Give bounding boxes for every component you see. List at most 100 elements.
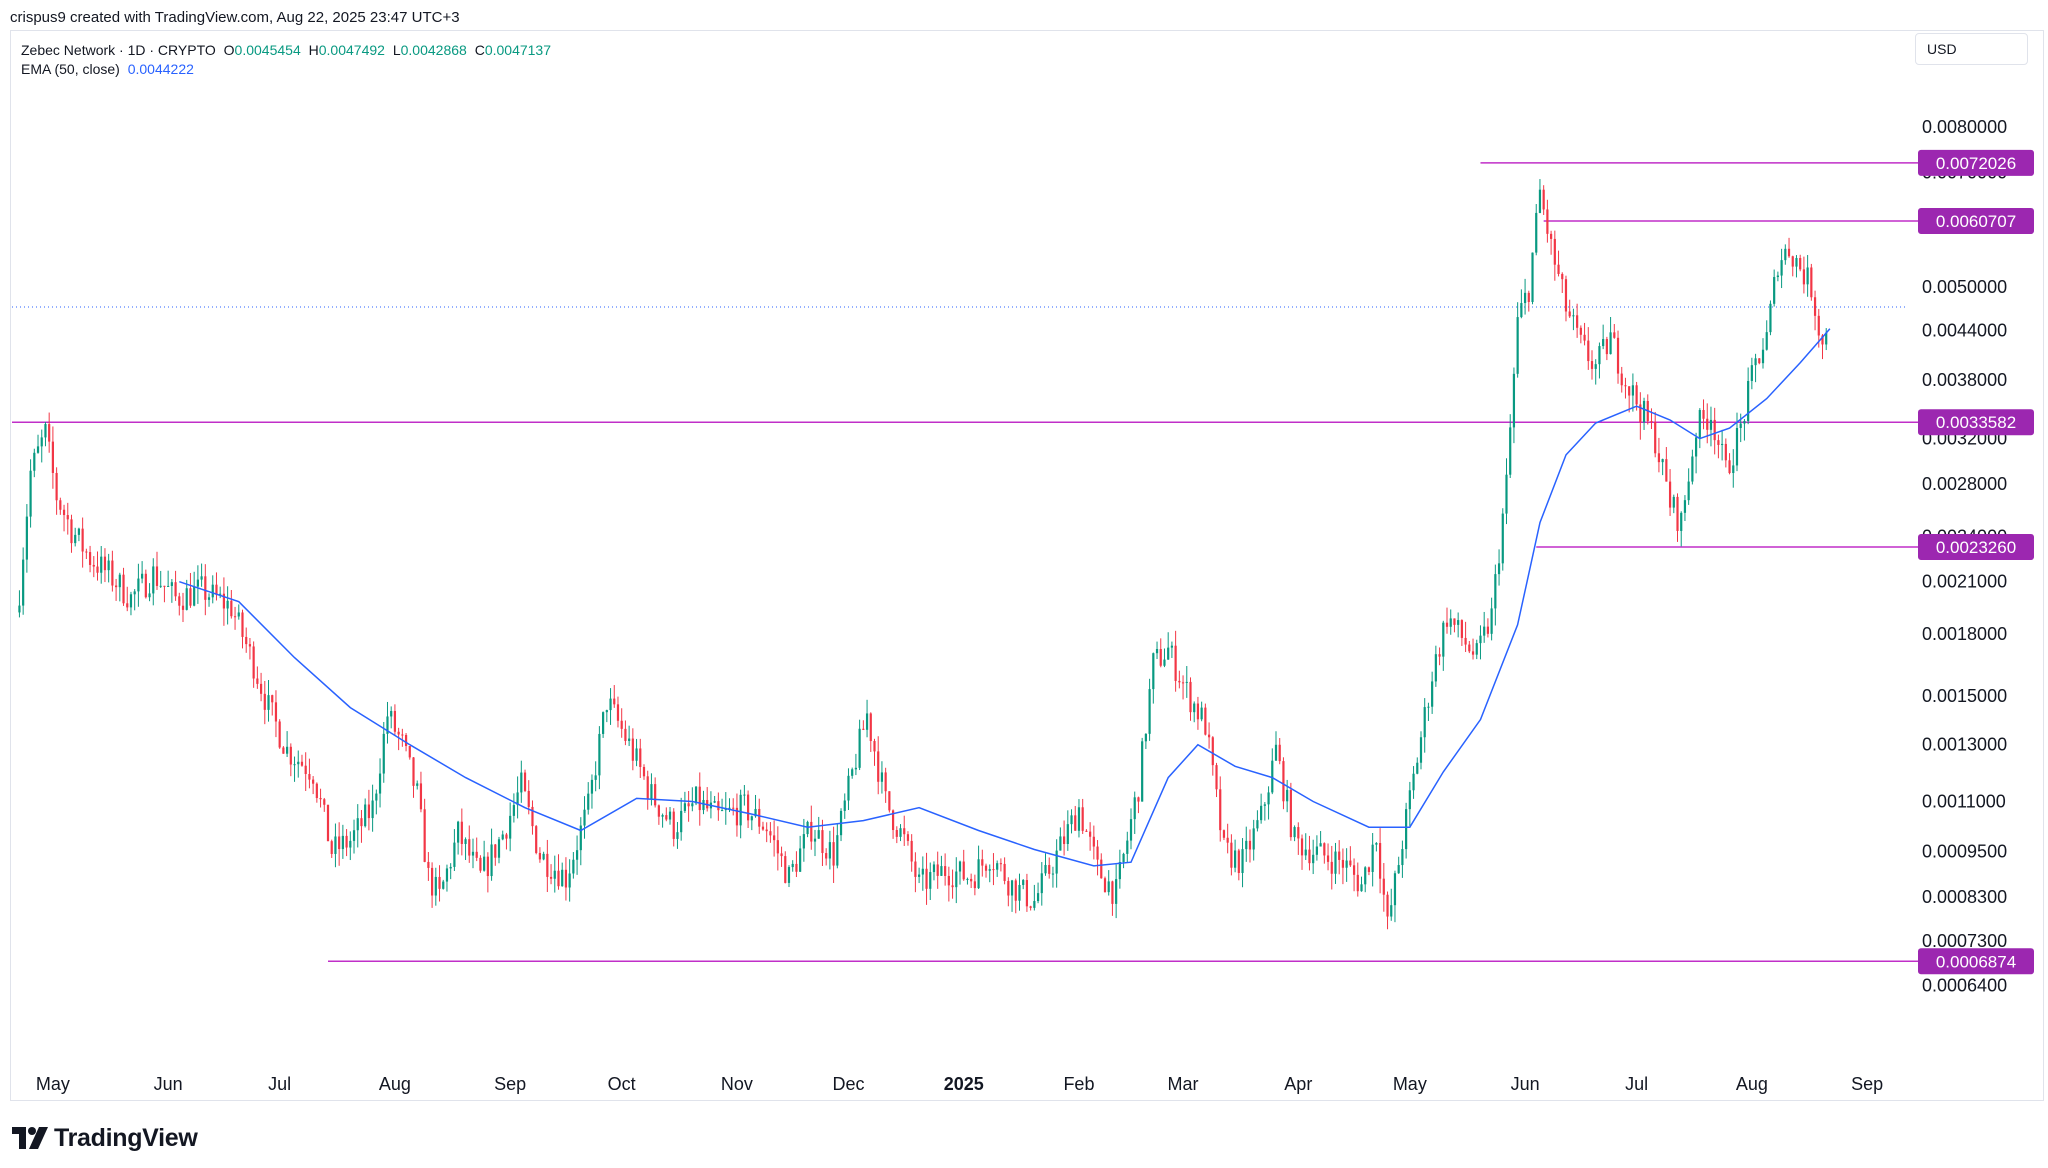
candle-body [1319,843,1322,847]
candle-body [1501,513,1504,564]
candle-body [33,452,36,471]
candle-body [1583,334,1586,341]
candle-body [1665,459,1668,482]
candle-body [676,832,679,839]
candle-body [442,881,445,889]
candle-body [780,853,783,857]
candle-body [988,869,991,871]
candle-body [1784,248,1787,261]
candle-body [1564,279,1568,312]
candle-body [312,779,315,784]
symbol-title[interactable]: Zebec Network · 1D · CRYPTO [21,42,216,58]
candle-body [1148,689,1151,734]
candle-body [1111,881,1114,904]
x-tick-label: Aug [379,1074,411,1094]
candle-body [1486,626,1490,634]
candle-body [1471,651,1475,655]
candle-body [1698,410,1701,438]
tradingview-wordmark: TradingView [54,1123,198,1152]
candle-body [951,885,954,888]
candle-body [977,859,980,889]
candle-body [984,865,988,871]
candle-body [159,585,162,587]
candle-body [1427,706,1430,708]
candle-body [620,720,623,729]
x-tick-label: May [1393,1074,1427,1094]
candle-body [382,733,385,774]
candle-body [1408,790,1411,810]
candle-body [932,864,936,873]
candle-body [1661,459,1664,463]
level-label: 0.0023260 [1936,538,2016,557]
candle-body [1761,349,1765,364]
candle-body [888,791,891,811]
candle-body [1323,843,1326,856]
candle-body [564,869,568,888]
candle-body [1754,358,1757,366]
candle-body [289,746,292,765]
candle-body [1550,233,1553,239]
y-tick-label: 0.0018000 [1922,624,2007,644]
candle-body [1211,737,1214,766]
candle-body [1605,339,1608,355]
x-tick-label: Aug [1736,1074,1768,1094]
candle-body [1248,840,1252,850]
candle-body [51,441,54,473]
candle-body [241,612,244,637]
candle-body [207,597,211,600]
candle-body [1635,385,1638,405]
candle-body [914,861,917,877]
candle-body [1702,410,1705,419]
candle-body [445,868,449,882]
candle-body [25,516,28,560]
candle-body [1100,859,1103,879]
candle-body [735,807,739,826]
candle-body [929,872,932,889]
candle-body [96,566,99,573]
candle-body [412,757,415,786]
candle-body [416,783,419,786]
candle-body [167,585,170,587]
candle-body [1527,292,1530,302]
candle-body [877,751,880,782]
candle-body [1341,859,1345,868]
candle-body [40,437,43,447]
candle-body [587,793,590,810]
candle-body [1014,880,1017,901]
tradingview-brand[interactable]: TradingView [12,1122,198,1154]
open-label: O [223,42,235,58]
candle-body [48,424,51,442]
level-label-bg [1918,534,2034,561]
candle-body [546,853,549,877]
candle-body [884,772,887,792]
chart-panel [10,30,2044,1101]
candle-body [687,803,690,807]
candle-body [471,851,475,856]
candle-body [1561,273,1564,280]
candle-body [1271,760,1274,793]
candle-body [732,807,735,809]
candle-body [1557,264,1560,274]
candle-body [323,799,326,805]
candle-body [1375,843,1378,845]
y-tick-label: 0.0021000 [1922,572,2007,592]
candle-body [523,772,527,791]
ema-indicator-label[interactable]: EMA (50, close) [21,61,120,77]
candle-body [1286,789,1289,802]
candle-body [215,584,218,595]
candle-body [468,839,471,856]
candle-body [1174,645,1177,681]
y-tick-label: 0.0050000 [1922,277,2007,297]
x-tick-label: Sep [494,1074,526,1094]
currency-button[interactable]: USD [1915,33,2028,65]
candle-body [1624,385,1627,387]
candle-body [453,842,456,867]
candle-body [1338,851,1341,860]
candle-body [791,863,794,868]
candle-body [1022,880,1025,885]
candle-body [341,835,344,850]
candle-body [966,878,969,880]
candle-body [1442,622,1445,657]
candle-body [1431,681,1434,707]
